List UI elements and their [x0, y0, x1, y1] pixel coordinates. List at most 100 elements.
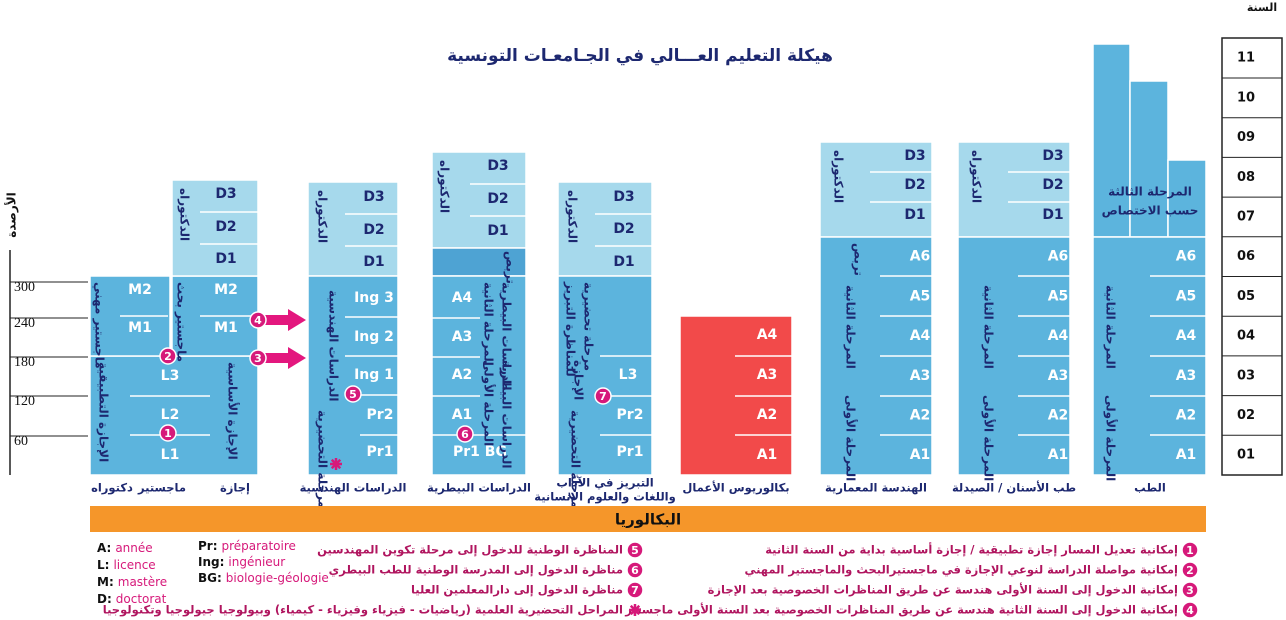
year-axis-label: السنة: [1247, 1, 1277, 14]
vertical-label: المرحلة الأولى: [843, 395, 859, 481]
marker-number: 1: [164, 427, 172, 440]
stage-label: المرحلة الثالثة: [1108, 185, 1192, 199]
block: [819, 141, 933, 238]
note: مناظرة الدخول إلى المدرسة الوطنية للطب ا…: [329, 563, 623, 578]
marker-number: 3: [254, 352, 262, 365]
block-label: A6: [1048, 249, 1069, 265]
marker-number: 1: [1186, 544, 1194, 557]
block-label: A3: [1176, 368, 1197, 384]
block-label: A4: [1176, 328, 1197, 344]
year-label: 01: [1237, 448, 1255, 463]
abbreviation: L: licence: [97, 558, 156, 572]
marker-circle: [626, 561, 644, 579]
abbreviation-text: ingénieur: [228, 555, 285, 569]
block-label: A1: [757, 447, 778, 463]
marker-circle: [626, 581, 644, 599]
year-label: 04: [1237, 329, 1255, 344]
note: إمكانية الدخول إلى السنة الأولى هندسة عن…: [708, 583, 1178, 598]
block: [307, 181, 399, 277]
abbreviation-key: M:: [97, 575, 114, 589]
vertical-label: ماجستير مهني: [93, 282, 107, 369]
block-label: A1: [1176, 447, 1197, 463]
block-label: A2: [1176, 407, 1197, 423]
marker-number: 3: [1186, 584, 1194, 597]
asterisk: [629, 604, 641, 616]
block: [171, 179, 259, 277]
block-label: A6: [1176, 249, 1197, 265]
marker-number: 6: [631, 564, 639, 577]
block-label: A5: [1176, 288, 1197, 304]
abbreviation: Ing: ingénieur: [198, 555, 285, 569]
block-label: M1: [214, 320, 238, 336]
year-axis-box: [1221, 37, 1283, 476]
marker-circle: [594, 387, 612, 405]
vertical-label: الدكتوراه: [969, 150, 984, 203]
vertical-label: الإجازة الأساسية: [226, 362, 241, 460]
column-caption: الطب: [1134, 481, 1166, 495]
marker-circle: [1181, 601, 1199, 619]
block-label: Pr2: [367, 407, 394, 423]
vertical-label: المرحلة الأولى: [1103, 395, 1119, 481]
block-label: D1: [904, 207, 925, 223]
block-label: L1: [161, 447, 180, 463]
vertical-label: الإجازة التطبيقية: [97, 362, 111, 462]
abbreviation-text: licence: [113, 558, 155, 572]
abbreviation-key: L:: [97, 558, 109, 572]
abbreviation-text: année: [115, 541, 152, 555]
marker-circle: [1181, 581, 1199, 599]
block-label: D2: [904, 177, 925, 193]
column-caption: إجازة: [220, 481, 250, 495]
marker-number: 7: [631, 584, 639, 597]
note: المناظرة الوطنية للدخول إلى مرحلة تكوين …: [317, 543, 623, 558]
block-label: A3: [452, 329, 473, 345]
marker-circle: [626, 541, 644, 559]
block-label: A2: [757, 407, 778, 423]
vertical-label: الدكتوراه: [831, 150, 846, 203]
year-label: 11: [1237, 51, 1255, 66]
block-label: D1: [363, 254, 384, 270]
vertical-label: الدكتوراه: [177, 188, 192, 241]
vertical-label: تربص: [504, 251, 518, 284]
vertical-label: المرحلة الثانية: [982, 285, 996, 369]
block-label: A1: [910, 447, 931, 463]
column-caption: الدراسات البيطرية: [427, 481, 531, 495]
credit-label: 180: [14, 355, 35, 370]
abbreviation-text: doctorat: [116, 592, 167, 606]
abbreviation-text: mastère: [118, 575, 167, 589]
abbreviation-text: biologie-géologie: [226, 571, 329, 585]
block-label: A3: [757, 367, 778, 383]
block-label: A5: [1048, 288, 1069, 304]
marker-number: 5: [349, 388, 357, 401]
note: إمكانية الدخول إلى السنة الثانية هندسة ع…: [624, 603, 1178, 618]
arrow: [265, 309, 306, 331]
block-label: A4: [910, 328, 931, 344]
column-caption: الدراسات الهندسية: [300, 481, 407, 495]
vertical-label: الدراسات الهندسية: [327, 290, 341, 401]
block-label: Pr2: [617, 407, 644, 423]
block-label: D1: [613, 254, 634, 270]
block: [431, 247, 527, 277]
block-label: D2: [613, 221, 634, 237]
credit-axis-label: الأرصدة: [4, 192, 19, 238]
column-caption: الهندسة المعمارية: [825, 481, 927, 495]
block-label: D3: [363, 189, 384, 205]
vertical-label: مرحلة تحضيرية: [582, 282, 596, 371]
block: [1167, 159, 1207, 238]
vertical-label: المرحلة التحضيرية: [316, 410, 330, 517]
block-label: A4: [757, 327, 778, 343]
marker-circle: [159, 424, 177, 442]
marker-number: 4: [254, 314, 262, 327]
block-label: Pr1 BG: [453, 444, 507, 460]
marker-circle: [344, 385, 362, 403]
abbreviation: D: doctorat: [97, 592, 167, 606]
note: مناظرة الدخول إلى دارالمعلمين العليا: [411, 583, 623, 598]
block-label: A2: [1048, 407, 1069, 423]
year-label: 05: [1237, 289, 1255, 304]
note: المراحل التحضيرية العلمية (رياضيات - فيز…: [103, 603, 623, 618]
marker-circle: [249, 349, 267, 367]
block-label: Ing 1: [354, 367, 394, 383]
block-label: D1: [1042, 207, 1063, 223]
vertical-label: المرحلة الأولى: [981, 395, 997, 481]
